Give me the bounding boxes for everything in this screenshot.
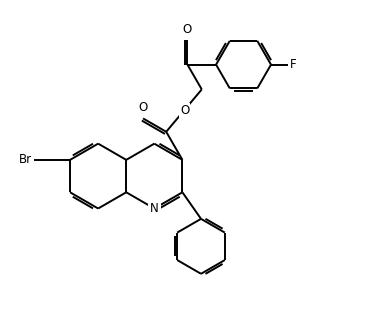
Text: O: O [183,23,192,36]
Text: N: N [150,202,159,215]
Text: F: F [290,58,296,71]
Text: O: O [180,104,189,117]
Text: Br: Br [19,153,32,166]
Text: O: O [138,101,148,114]
